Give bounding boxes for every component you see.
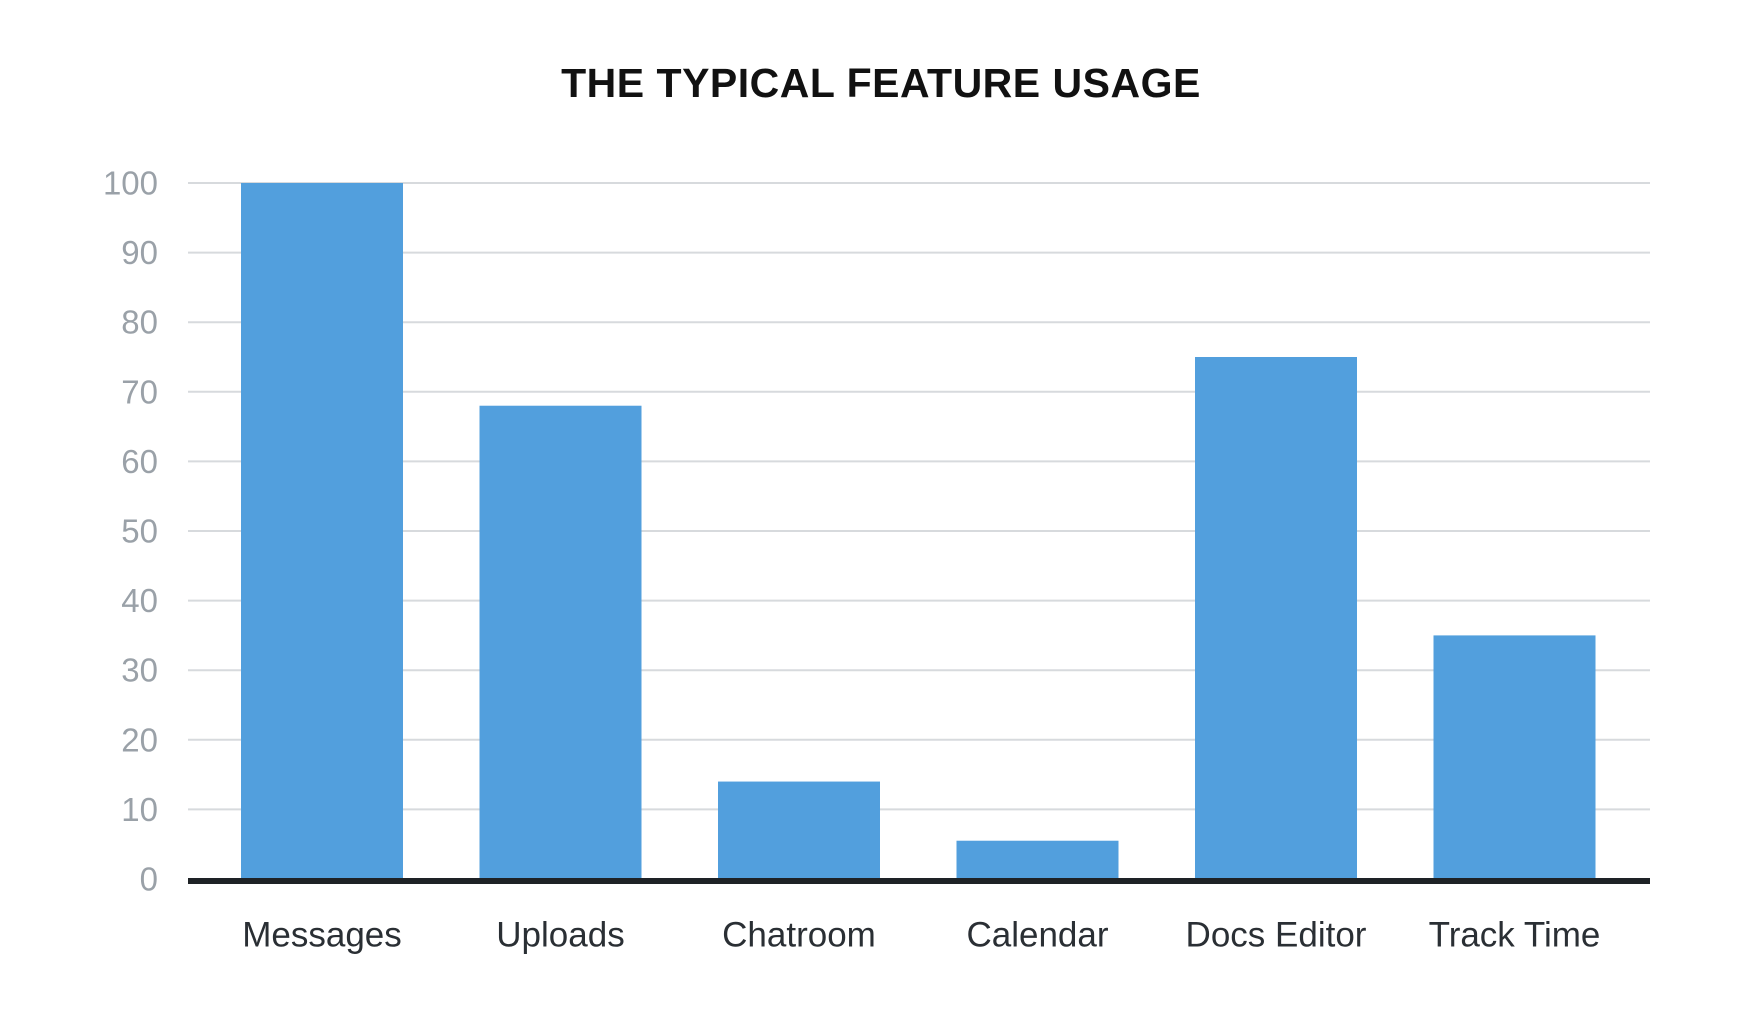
y-tick-label: 10 (121, 791, 158, 828)
bar-docs-editor (1195, 357, 1357, 879)
x-category-label: Messages (242, 916, 402, 955)
bar-calendar (956, 840, 1119, 879)
bar-uploads (479, 405, 642, 879)
y-tick-label: 60 (121, 443, 158, 480)
y-tick-label: 30 (121, 652, 158, 689)
y-tick-label: 80 (121, 304, 158, 341)
x-category-label: Chatroom (722, 916, 876, 955)
x-axis-labels: Messages Uploads Chatroom Calendar Docs Edit… (242, 916, 1600, 955)
bar-messages (241, 183, 403, 879)
y-axis-ticks: 0 10 20 30 40 50 60 70 80 90 100 (103, 165, 158, 898)
x-category-label: Calendar (966, 916, 1108, 955)
y-tick-label: 40 (121, 582, 158, 619)
y-tick-label: 100 (103, 165, 158, 202)
x-category-label: Docs Editor (1186, 916, 1367, 955)
bars (241, 183, 1596, 879)
x-category-label: Uploads (496, 916, 624, 955)
y-tick-label: 0 (140, 861, 158, 898)
y-tick-label: 50 (121, 513, 158, 550)
bar-track-time (1433, 635, 1596, 879)
y-tick-label: 90 (121, 234, 158, 271)
grid-lines (188, 182, 1650, 811)
y-tick-label: 20 (121, 721, 158, 758)
bar-chatroom (718, 781, 880, 879)
chart-title: THE TYPICAL FEATURE USAGE (561, 60, 1201, 106)
x-category-label: Track Time (1429, 916, 1601, 955)
y-tick-label: 70 (121, 373, 158, 410)
